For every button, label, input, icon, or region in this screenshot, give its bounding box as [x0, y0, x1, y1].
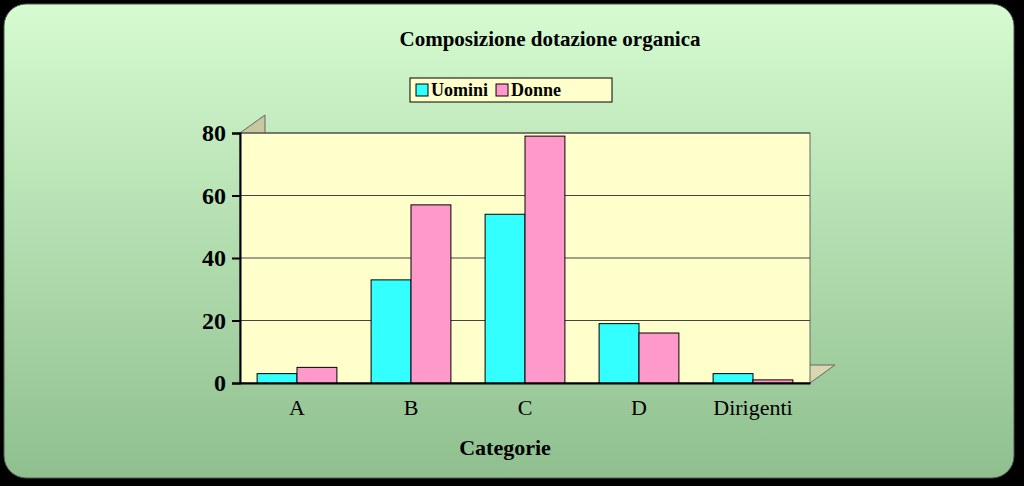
x-tick: B — [404, 383, 419, 420]
bar — [599, 324, 639, 383]
x-axis-line — [241, 383, 811, 385]
y-tick-label: 20 — [202, 308, 226, 334]
y-tick: 40 — [202, 245, 240, 271]
y-axis: 0 20 40 60 80 — [202, 120, 241, 396]
legend-swatch — [496, 84, 508, 96]
title: Composizione dotazione organica — [400, 27, 701, 51]
legend: Uomini Donne — [410, 78, 612, 102]
legend-label: Uomini — [431, 80, 488, 100]
x-tick-label: A — [289, 395, 305, 420]
y-tick: 60 — [202, 183, 240, 209]
x-tick-label: Dirigenti — [713, 395, 792, 420]
x-tick: D — [631, 383, 647, 420]
x-tick: A — [289, 383, 305, 420]
chart: Composizione dotazione organica Uomini Don… — [0, 0, 1024, 486]
bar — [257, 374, 297, 383]
grid — [240, 133, 810, 383]
bar — [639, 333, 679, 383]
grid-line — [240, 383, 810, 384]
bar — [525, 136, 565, 383]
y-tick-mark — [232, 320, 240, 322]
y-tick-mark — [232, 258, 240, 260]
y-tick-mark — [232, 383, 240, 385]
x-tick-label: B — [404, 395, 419, 420]
background — [4, 4, 1014, 478]
bar — [411, 205, 451, 383]
y-tick: 0 — [214, 370, 240, 396]
y-tick-label: 0 — [214, 370, 226, 396]
y-tick: 20 — [202, 308, 240, 334]
y-tick-mark — [232, 195, 240, 197]
y-tick-label: 80 — [202, 120, 226, 146]
y-tick: 80 — [202, 120, 240, 146]
x-axis-title: Categorie — [459, 435, 551, 460]
bar — [485, 214, 525, 383]
bars — [257, 136, 793, 383]
x-axis: A B C D Dirigenti — [241, 383, 811, 420]
legend-swatch — [416, 84, 428, 96]
y-tick-label: 60 — [202, 183, 226, 209]
bar — [297, 367, 337, 383]
x-tick-label: D — [631, 395, 647, 420]
bar — [371, 280, 411, 383]
legend-box — [410, 78, 612, 102]
bar — [713, 374, 753, 383]
frame — [0, 0, 1024, 486]
x-tick: C — [518, 383, 533, 420]
y-axis-line — [232, 134, 241, 384]
legend-label: Donne — [511, 80, 561, 100]
x-tick-label: C — [518, 395, 533, 420]
grid-line — [240, 133, 810, 134]
y-tick-label: 40 — [202, 245, 226, 271]
plot: 0 20 40 60 80 A B C D Dirigenti Categorie — [202, 115, 835, 460]
x-tick: Dirigenti — [713, 383, 792, 420]
plot-area — [240, 133, 810, 383]
y-tick-mark — [232, 133, 240, 135]
